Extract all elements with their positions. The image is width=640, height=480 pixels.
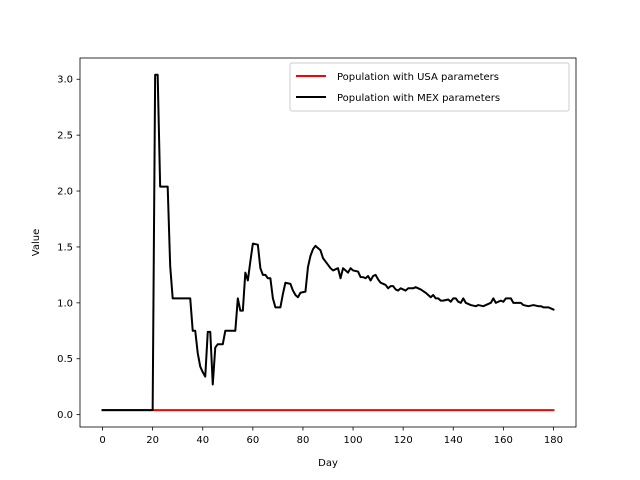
legend-label-usa: Population with USA parameters (337, 72, 499, 83)
x-tick-label: 140 (444, 435, 463, 446)
y-axis-label: Value (31, 229, 42, 256)
y-tick-label: 3.0 (57, 75, 73, 86)
series-layer (101, 73, 555, 412)
y-tick-label: 1.0 (57, 298, 73, 309)
y-tick-label: 0.0 (57, 410, 73, 421)
legend-box (289, 62, 570, 112)
x-tick-label: 60 (246, 435, 259, 446)
series-line-mex (101, 73, 555, 412)
x-tick-label: 160 (494, 435, 513, 446)
legend: Population with USA parameters Populatio… (289, 62, 570, 112)
x-tick-label: 20 (146, 435, 159, 446)
x-tick-label: 0 (99, 435, 105, 446)
legend-label-mex: Population with MEX parameters (337, 93, 500, 104)
y-tick-label: 0.5 (57, 354, 73, 365)
y-tick-label: 2.0 (57, 187, 73, 198)
x-tick-label: 40 (196, 435, 209, 446)
x-tick-label: 120 (394, 435, 413, 446)
plot-frame (79, 57, 577, 428)
y-axis-ticks: 0.0 0.5 1.0 1.5 2.0 2.5 3.0 (57, 75, 80, 421)
y-tick-label: 2.5 (57, 131, 73, 142)
x-axis-ticks: 0 20 40 60 80 100 120 140 160 180 (99, 427, 563, 446)
x-tick-label: 180 (544, 435, 563, 446)
x-tick-label: 100 (344, 435, 363, 446)
x-tick-label: 80 (297, 435, 310, 446)
x-axis-label: Day (318, 458, 338, 469)
y-tick-label: 1.5 (57, 242, 73, 253)
plot-area-background (80, 58, 576, 427)
